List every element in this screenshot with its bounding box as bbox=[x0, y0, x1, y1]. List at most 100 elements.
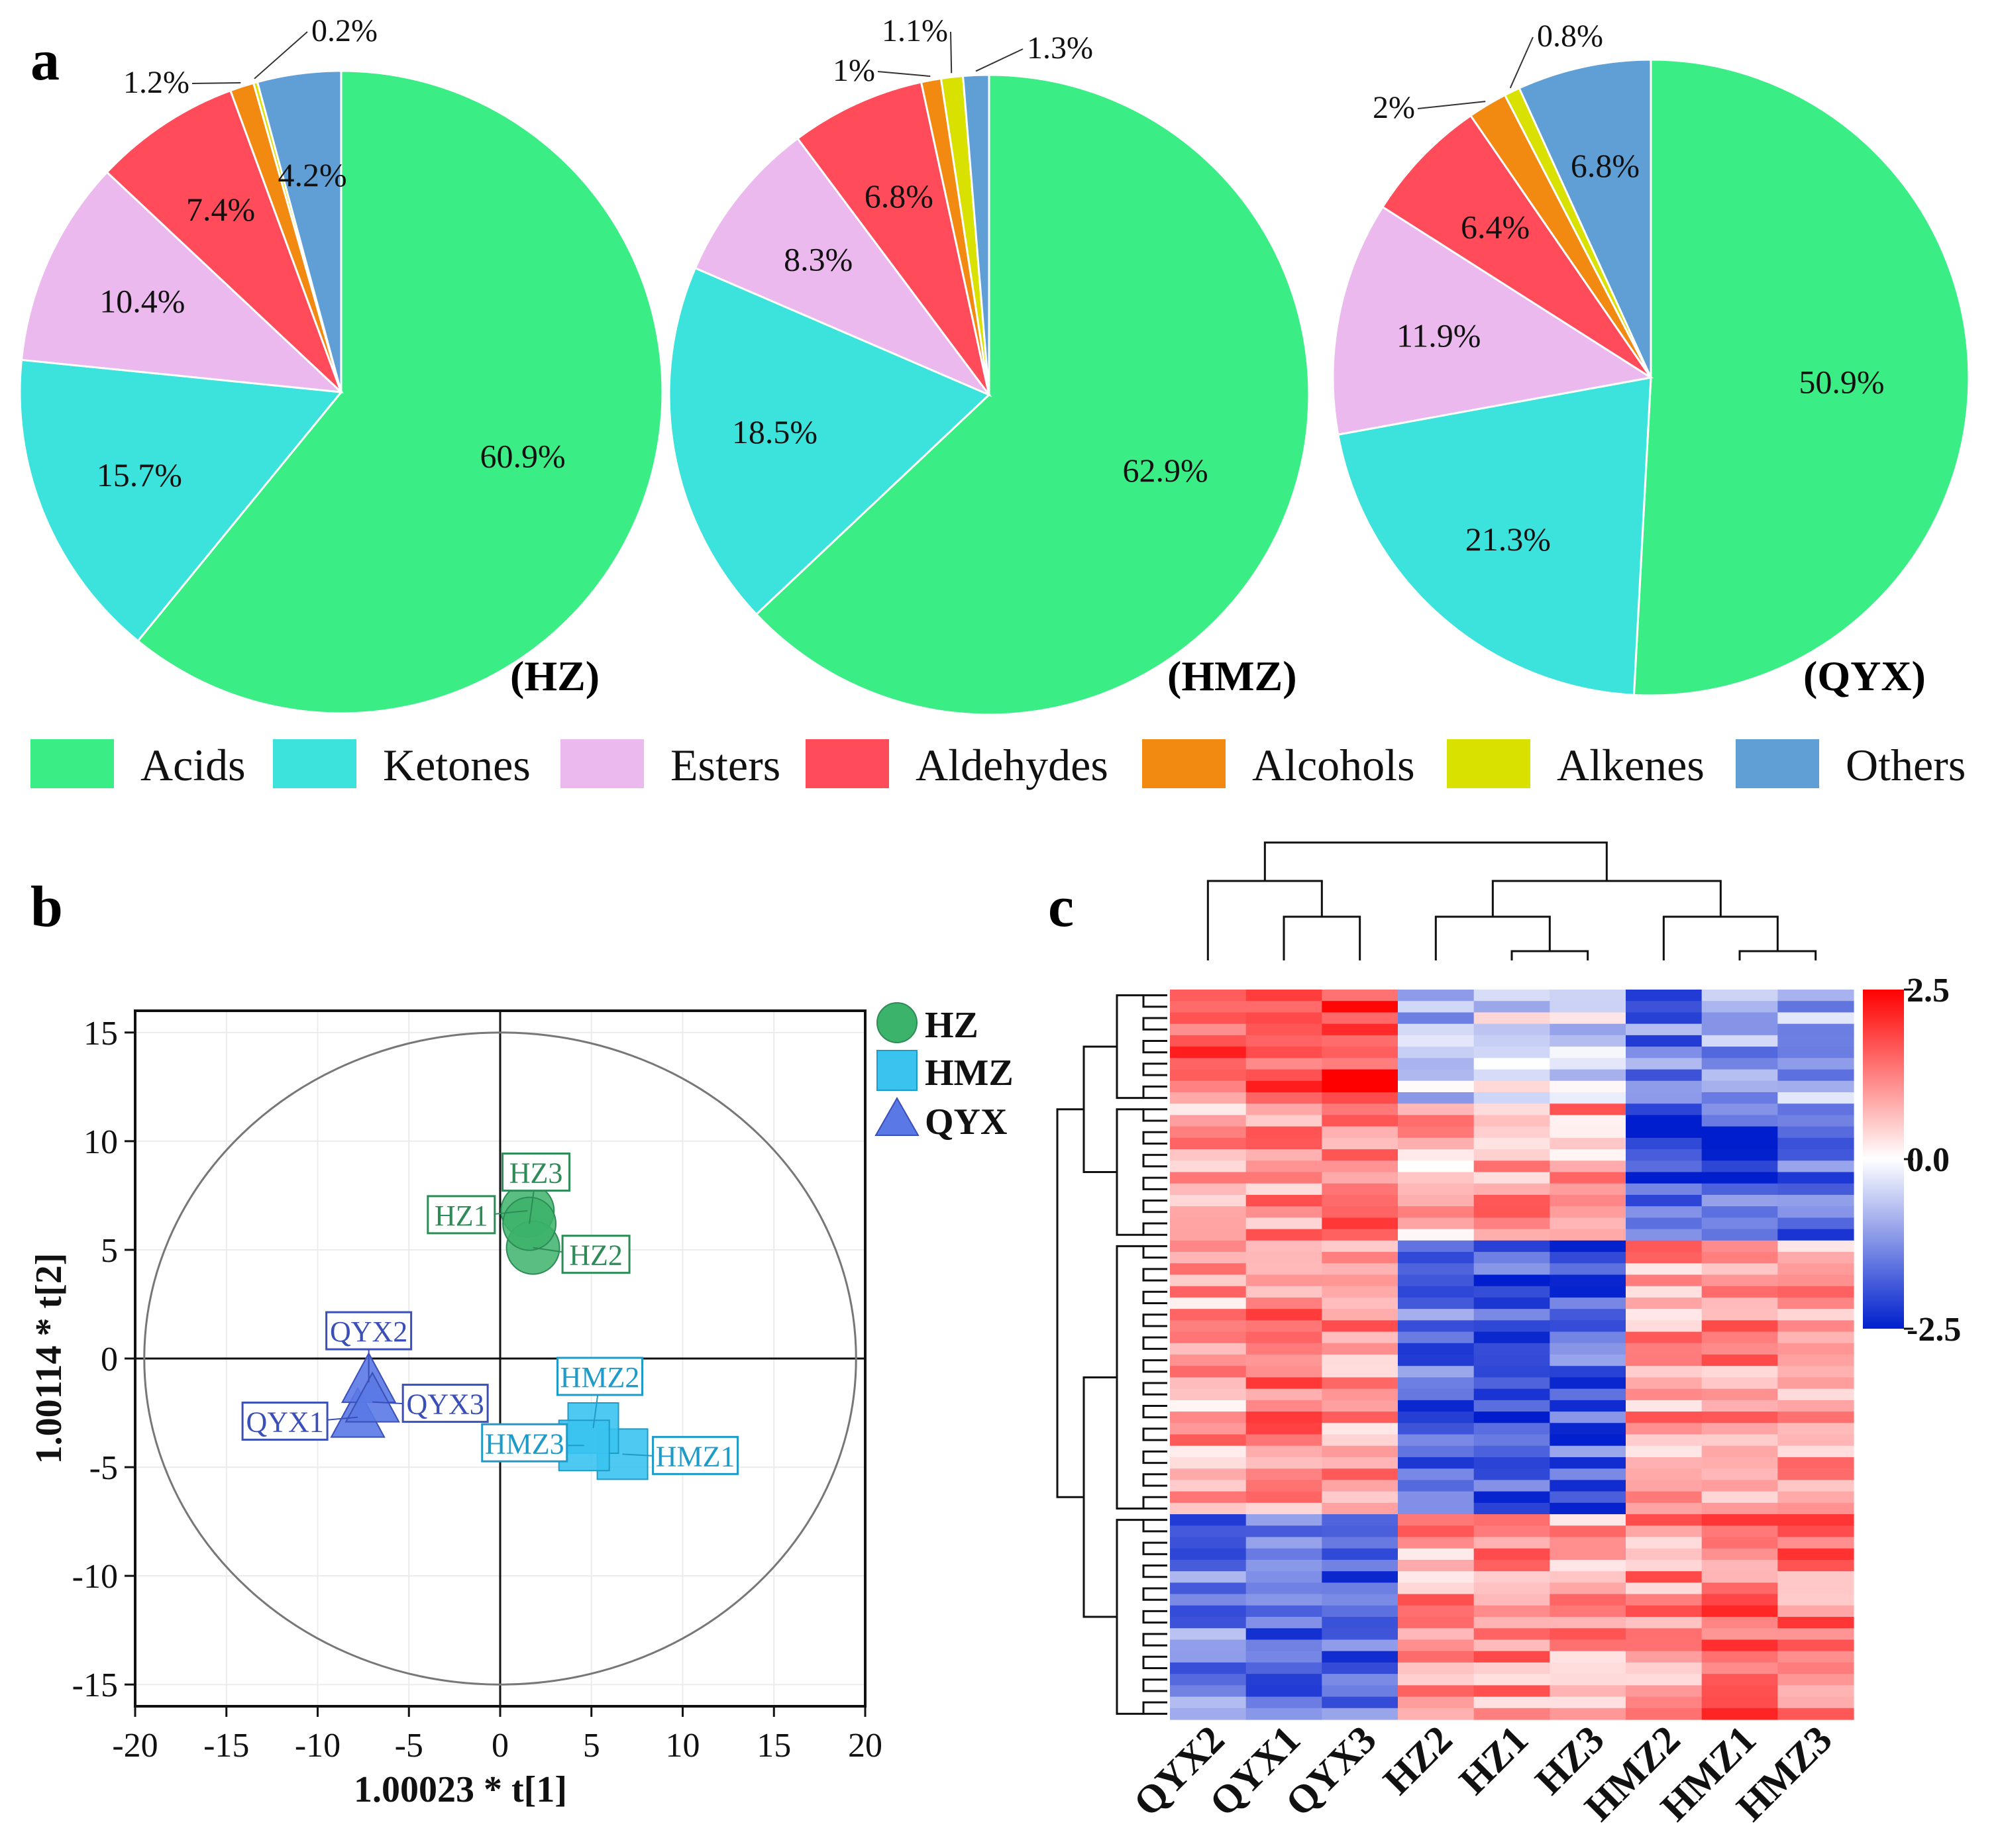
heatmap-cell bbox=[1322, 1559, 1398, 1572]
legend-swatch-ketones bbox=[273, 739, 356, 788]
heatmap-cell bbox=[1626, 1252, 1703, 1264]
heatmap-cell bbox=[1322, 1058, 1398, 1070]
pie-qyx-label-alcohols: 2% bbox=[1373, 90, 1415, 125]
heatmap-cell bbox=[1245, 1582, 1322, 1595]
y-tick-label: -10 bbox=[72, 1558, 118, 1596]
heatmap-cell bbox=[1245, 1137, 1322, 1150]
heatmap-cell bbox=[1626, 1012, 1703, 1025]
heatmap-cell bbox=[1170, 1559, 1247, 1572]
x-tick-label: 0 bbox=[492, 1727, 509, 1765]
legend-label-qyx: QYX bbox=[925, 1102, 1007, 1143]
label-box-qyx1 bbox=[241, 1402, 329, 1441]
heatmap-cell bbox=[1245, 1274, 1322, 1287]
heatmap-cell bbox=[1473, 1708, 1550, 1720]
heatmap-cell bbox=[1701, 1491, 1778, 1504]
heatmap-cell bbox=[1473, 1320, 1550, 1333]
heatmap-cell bbox=[1550, 1525, 1626, 1538]
pie-hmz-label-acids: 62.9% bbox=[1123, 452, 1208, 489]
pie-qyx-slice-aldehydes bbox=[1381, 114, 1652, 379]
row-dendro-link bbox=[1142, 1359, 1167, 1373]
heatmap-cell bbox=[1322, 1457, 1398, 1469]
label-box-hz1 bbox=[427, 1195, 496, 1235]
heatmap-cell bbox=[1398, 1183, 1475, 1196]
pie-hmz-label-alkenes: 1.1% bbox=[882, 13, 948, 48]
heatmap-cell bbox=[1398, 1092, 1475, 1104]
heatmap-cell bbox=[1777, 1445, 1854, 1458]
heatmap-cell bbox=[1777, 1149, 1854, 1161]
heatmap-cell bbox=[1626, 1502, 1703, 1515]
heatmap-cell bbox=[1473, 1149, 1550, 1161]
legend-label-others: Others bbox=[1846, 740, 1966, 790]
heatmap-cell bbox=[1777, 1594, 1854, 1606]
heatmap-cell bbox=[1245, 1559, 1322, 1572]
heatmap-cell bbox=[1170, 1571, 1247, 1583]
heatmap-cell bbox=[1550, 1286, 1626, 1298]
heatmap-cell bbox=[1473, 1582, 1550, 1595]
heatmap-cell bbox=[1473, 1160, 1550, 1173]
heatmap-cell bbox=[1626, 1628, 1703, 1641]
heatmap-cell bbox=[1473, 1412, 1550, 1423]
heatmap-cell bbox=[1701, 990, 1778, 1001]
y-tick-label: 5 bbox=[101, 1232, 118, 1270]
heatmap-cell bbox=[1245, 1263, 1322, 1276]
heatmap-cell bbox=[1626, 1206, 1703, 1218]
heatmap-cell bbox=[1245, 1662, 1322, 1674]
heatmap-cell bbox=[1550, 1309, 1626, 1321]
heatmap-cell bbox=[1245, 1445, 1322, 1458]
heatmap-cell bbox=[1170, 1194, 1247, 1207]
heatmap-cell bbox=[1473, 1012, 1550, 1025]
legend-label-acids: Acids bbox=[140, 740, 246, 790]
heatmap-cell bbox=[1626, 1137, 1703, 1150]
heatmap-cell bbox=[1550, 1457, 1626, 1469]
heatmap-cell bbox=[1777, 1502, 1854, 1515]
point-label-qyx2: QYX2 bbox=[330, 1315, 407, 1348]
heatmap-cell bbox=[1322, 1069, 1398, 1082]
heatmap-cell bbox=[1322, 1263, 1398, 1276]
heatmap-cell bbox=[1701, 1377, 1778, 1390]
heatmap-cell bbox=[1550, 1012, 1626, 1025]
heatmap-cell bbox=[1626, 1537, 1703, 1549]
row-dendro-link bbox=[1142, 1313, 1167, 1327]
heatmap-cell bbox=[1550, 1092, 1626, 1104]
heatmap-cell bbox=[1473, 1445, 1550, 1458]
heatmap-cell bbox=[1322, 1115, 1398, 1127]
heatmap-cell bbox=[1322, 1502, 1398, 1515]
col-dendro-link bbox=[1510, 950, 1589, 960]
heatmap-cell bbox=[1322, 1137, 1398, 1150]
heatmap-cell bbox=[1398, 1423, 1475, 1435]
heatmap-cell bbox=[1473, 1069, 1550, 1082]
heatmap-cell bbox=[1398, 1617, 1475, 1629]
colorbar-tick-label: 0.0 bbox=[1907, 1141, 1950, 1179]
heatmap-cell bbox=[1473, 1286, 1550, 1298]
heatmap-cell bbox=[1398, 1388, 1475, 1401]
heatmap-cell bbox=[1701, 1582, 1778, 1595]
heatmap-cell bbox=[1550, 1594, 1626, 1606]
heatmap-cell bbox=[1701, 1069, 1778, 1082]
heatmap-cell bbox=[1398, 1343, 1475, 1355]
heatmap-cell bbox=[1701, 1172, 1778, 1184]
heatmap-cell bbox=[1550, 1491, 1626, 1504]
y-tick-label: 0 bbox=[101, 1341, 118, 1378]
heatmap-cell bbox=[1473, 1423, 1550, 1435]
heatmap-cell bbox=[1170, 1685, 1247, 1698]
heatmap-cell bbox=[1701, 1104, 1778, 1116]
heatmap-cell bbox=[1626, 1366, 1703, 1378]
heatmap-cell bbox=[1245, 1115, 1322, 1127]
heatmap-cell bbox=[1322, 1331, 1398, 1344]
heatmap-cell bbox=[1398, 1708, 1475, 1720]
heatmap-cell bbox=[1777, 1080, 1854, 1093]
heatmap-cell bbox=[1473, 1263, 1550, 1276]
heatmap-cell bbox=[1170, 1172, 1247, 1184]
heatmap-cell bbox=[1550, 1035, 1626, 1047]
heatmap-cell bbox=[1473, 1457, 1550, 1469]
pie-hmz-label-others: 1.3% bbox=[1027, 30, 1093, 66]
heatmap-cell bbox=[1626, 1639, 1703, 1652]
legend-swatch-alkenes bbox=[1447, 739, 1530, 788]
row-dendro-link bbox=[1142, 994, 1167, 1008]
heatmap-cell bbox=[1170, 1605, 1247, 1617]
pie-chart-qyx: 50.9% 21.3% 11.9% 6.4% 2% 0.8% 6.8% bbox=[1332, 19, 1970, 697]
heatmap-cell bbox=[1170, 1104, 1247, 1116]
heatmap-cell bbox=[1550, 1388, 1626, 1401]
heatmap-cell bbox=[1398, 1366, 1475, 1378]
heatmap-cell bbox=[1701, 1206, 1778, 1218]
